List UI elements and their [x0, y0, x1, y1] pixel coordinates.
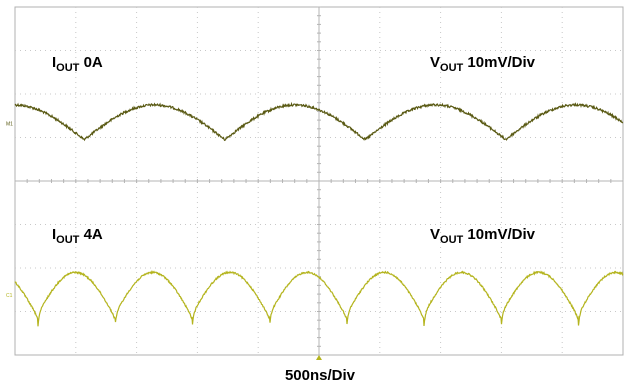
trigger-marker [316, 355, 322, 360]
trace2-current-label: IOUT 4A [52, 226, 103, 246]
trace1-voltage-label: VOUT 10mV/Div [430, 54, 536, 74]
trace-layer: M1 C1 [6, 101, 624, 327]
trace1-current-label: IOUT 0A [52, 54, 103, 74]
trace-2-waveform [14, 269, 624, 327]
trace2-voltage-label: VOUT 10mV/Div [430, 226, 536, 246]
trace-2-marker: C1 [6, 293, 13, 299]
time-scale-label: 500ns/Div [285, 367, 356, 384]
trace-1-marker: M1 [6, 121, 13, 127]
trace-1-waveform [14, 101, 624, 142]
